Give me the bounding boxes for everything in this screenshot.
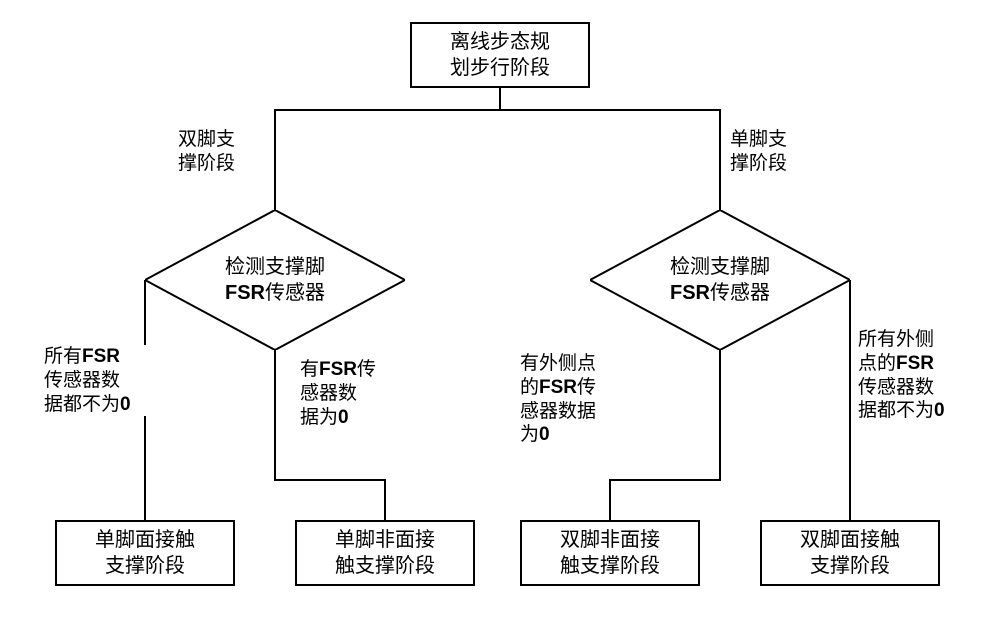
edge-label-double-support: 双脚支 撑阶段 bbox=[178, 128, 268, 176]
node-root-text: 离线步态规 划步行阶段 bbox=[450, 29, 550, 81]
node-leaf-3: 双脚非面接触支撑阶段 bbox=[520, 520, 700, 586]
node-leaf-4: 双脚面接触支撑阶段 bbox=[760, 520, 940, 586]
edge-label-all-fsr-nonzero: 所有FSR传感器数据都不为0 bbox=[44, 345, 154, 416]
edge-label-single-support: 单脚支 撑阶段 bbox=[730, 128, 820, 176]
node-root: 离线步态规 划步行阶段 bbox=[410, 22, 590, 88]
decision-right-text: 检测支撑脚 FSR传感器 bbox=[590, 210, 850, 350]
edge-label-all-outer-fsr-nonzero: 所有外侧点的FSR传感器数据都不为0 bbox=[858, 328, 966, 423]
decision-left: 检测支撑脚 FSR传感器 bbox=[145, 210, 405, 350]
decision-left-text: 检测支撑脚 FSR传感器 bbox=[145, 210, 405, 350]
edge-label-some-fsr-zero: 有FSR传感器数据为0 bbox=[300, 358, 390, 429]
node-leaf-2: 单脚非面接触支撑阶段 bbox=[295, 520, 475, 586]
node-leaf-1: 单脚面接触支撑阶段 bbox=[55, 520, 235, 586]
decision-right: 检测支撑脚 FSR传感器 bbox=[590, 210, 850, 350]
edge-label-outer-fsr-zero: 有外侧点的FSR传感器数据为0 bbox=[520, 352, 632, 447]
